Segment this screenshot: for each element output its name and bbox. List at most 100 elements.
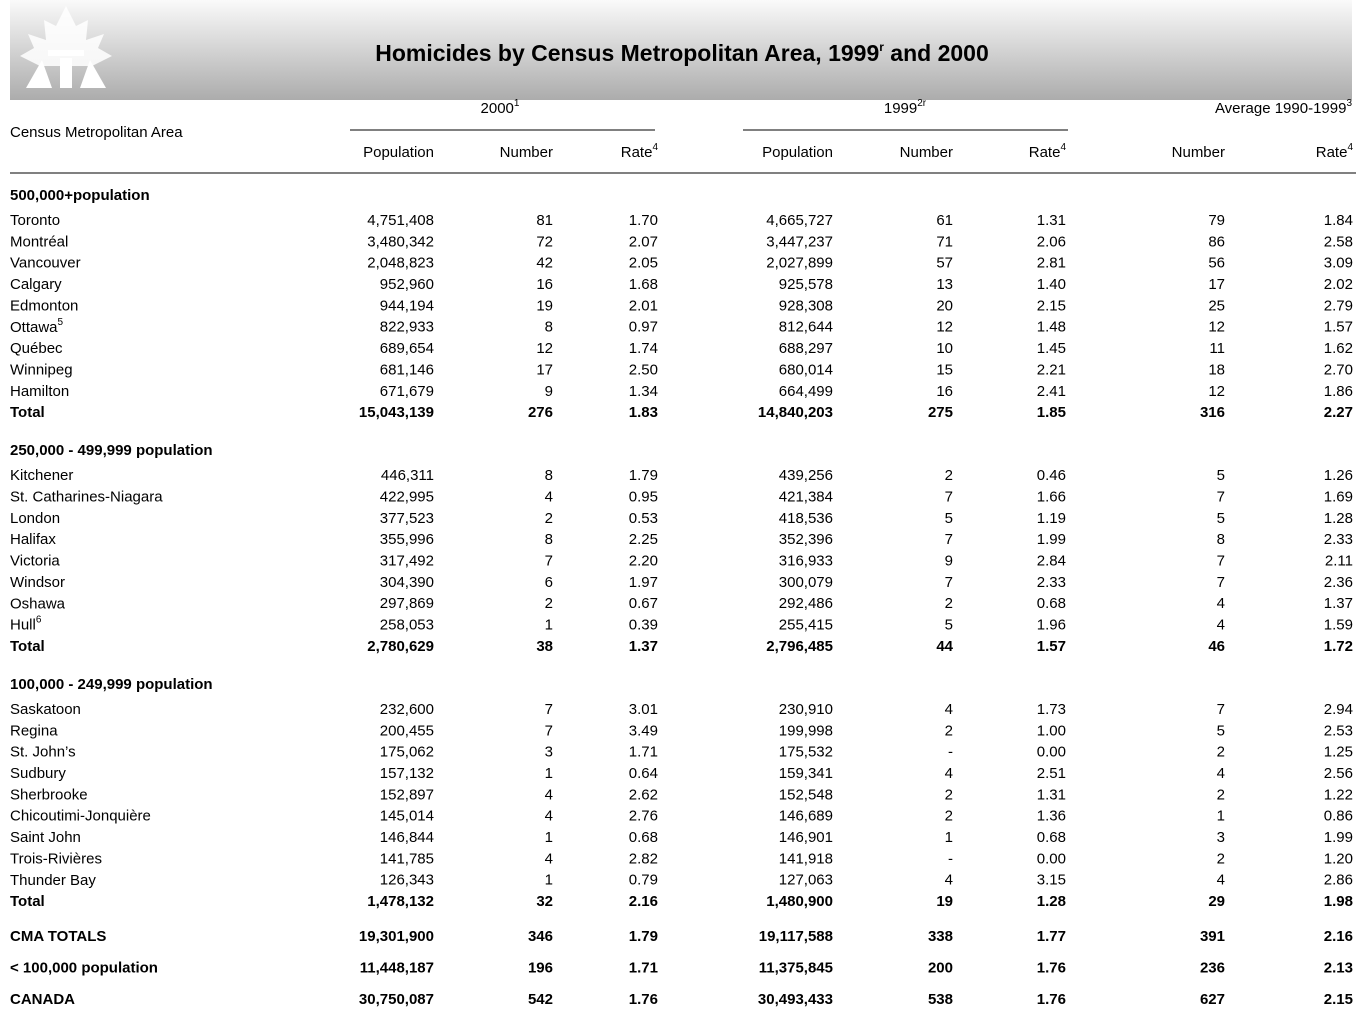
cell: 352,396	[779, 531, 833, 548]
column-header-text: Number	[900, 144, 953, 161]
cell: 925,578	[779, 276, 833, 293]
row-name: Regina	[10, 722, 58, 739]
cell: 5	[1217, 510, 1225, 527]
column-header: Number	[900, 144, 953, 161]
column-header-text: Population	[363, 144, 434, 161]
cell: 2.86	[1324, 872, 1353, 889]
cell: 8	[545, 531, 553, 548]
cell: 317,492	[380, 553, 434, 570]
cell: 681,146	[380, 361, 434, 378]
note: 5	[58, 316, 64, 327]
cell: 316	[1200, 404, 1225, 421]
row-name: Total	[10, 638, 45, 655]
cell: 4	[1217, 617, 1225, 634]
row-name: Kitchener	[10, 467, 73, 484]
cell: 1.74	[629, 340, 658, 357]
cell: -	[948, 850, 953, 867]
cell: 12	[1208, 319, 1225, 336]
cell: 1.68	[629, 276, 658, 293]
row-name: Sudbury	[10, 765, 66, 782]
column-header: Population	[762, 144, 833, 161]
cell: 20	[936, 297, 953, 314]
cell: 72	[536, 233, 553, 250]
cell: 0.68	[1037, 829, 1066, 846]
cell: 2	[945, 595, 953, 612]
cell: 1.98	[1324, 893, 1353, 910]
cell: 56	[1208, 255, 1225, 272]
cell: 2.27	[1324, 404, 1353, 421]
cell: 1,478,132	[367, 893, 434, 910]
row-name-text: Regina	[10, 722, 58, 739]
cell: 1.66	[1037, 488, 1066, 505]
cell: 2.84	[1037, 553, 1066, 570]
cell: 15	[936, 361, 953, 378]
cell: 42	[536, 255, 553, 272]
section-heading: 500,000+population	[10, 187, 150, 204]
cell: 944,194	[380, 297, 434, 314]
cell: 1.22	[1324, 786, 1353, 803]
cell: 1.00	[1037, 722, 1066, 739]
cell: 0.79	[629, 872, 658, 889]
cell: 2	[545, 510, 553, 527]
row-name-text: Thunder Bay	[10, 872, 96, 889]
cell: 2.25	[629, 531, 658, 548]
cell: 446,311	[381, 467, 434, 484]
cell: 1.72	[1324, 638, 1353, 655]
title-text: and 2000	[884, 40, 989, 66]
cell: 2.41	[1037, 383, 1066, 400]
cell: 3	[545, 744, 553, 761]
row-name-text: Victoria	[10, 553, 60, 570]
cell: 421,384	[779, 488, 833, 505]
cell: 377,523	[380, 510, 434, 527]
cell: 2.15	[1324, 991, 1353, 1008]
cell: 1.36	[1037, 808, 1066, 825]
cell: 2	[545, 595, 553, 612]
cell: 29	[1208, 893, 1225, 910]
cell: 680,014	[779, 361, 833, 378]
cell: 152,897	[380, 786, 434, 803]
cell: 2.33	[1037, 574, 1066, 591]
section-heading: 100,000 - 249,999 population	[10, 676, 213, 693]
cell: 2	[1217, 744, 1225, 761]
column-header-text: Rate	[1029, 144, 1061, 161]
cell: 422,995	[380, 488, 434, 505]
cell: 4,751,408	[367, 212, 434, 229]
cell: 2,780,629	[367, 638, 434, 655]
cell: 1.77	[1037, 928, 1066, 945]
cell: 292,486	[779, 595, 833, 612]
row-name: St. Catharines-Niagara	[10, 488, 163, 505]
cell: 3.15	[1037, 872, 1066, 889]
cell: 276	[528, 404, 553, 421]
cell: 4	[545, 488, 553, 505]
cell: 0.68	[629, 829, 658, 846]
cell: 255,415	[779, 617, 833, 634]
note: 2r	[917, 98, 927, 109]
cell: 3.49	[629, 722, 658, 739]
row-name-text: Winnipeg	[10, 361, 73, 378]
cell: 46	[1208, 638, 1225, 655]
cell: 25	[1208, 297, 1225, 314]
row-name-text: Kitchener	[10, 467, 73, 484]
cell: 2.01	[629, 297, 658, 314]
row-name: Ottawa5	[10, 316, 64, 335]
cell: 0.46	[1037, 467, 1066, 484]
cell: 199,998	[779, 722, 833, 739]
cell: 175,062	[380, 744, 434, 761]
cell: 200	[928, 959, 953, 976]
cell: 16	[936, 383, 953, 400]
logo	[20, 6, 112, 88]
cell: 338	[928, 928, 953, 945]
cell: 86	[1208, 233, 1225, 250]
row-name-text: Chicoutimi-Jonquière	[10, 808, 151, 825]
cell: 230,910	[779, 701, 833, 718]
row-name: Toronto	[10, 212, 60, 229]
cell: 196	[528, 959, 553, 976]
row-name-text: CMA TOTALS	[10, 928, 106, 945]
cell: 1	[545, 617, 553, 634]
row-name-text: Total	[10, 638, 45, 655]
cell: 1.28	[1037, 893, 1066, 910]
cell: 1.57	[1037, 638, 1066, 655]
cell: 79	[1208, 212, 1225, 229]
cell: 127,063	[779, 872, 833, 889]
